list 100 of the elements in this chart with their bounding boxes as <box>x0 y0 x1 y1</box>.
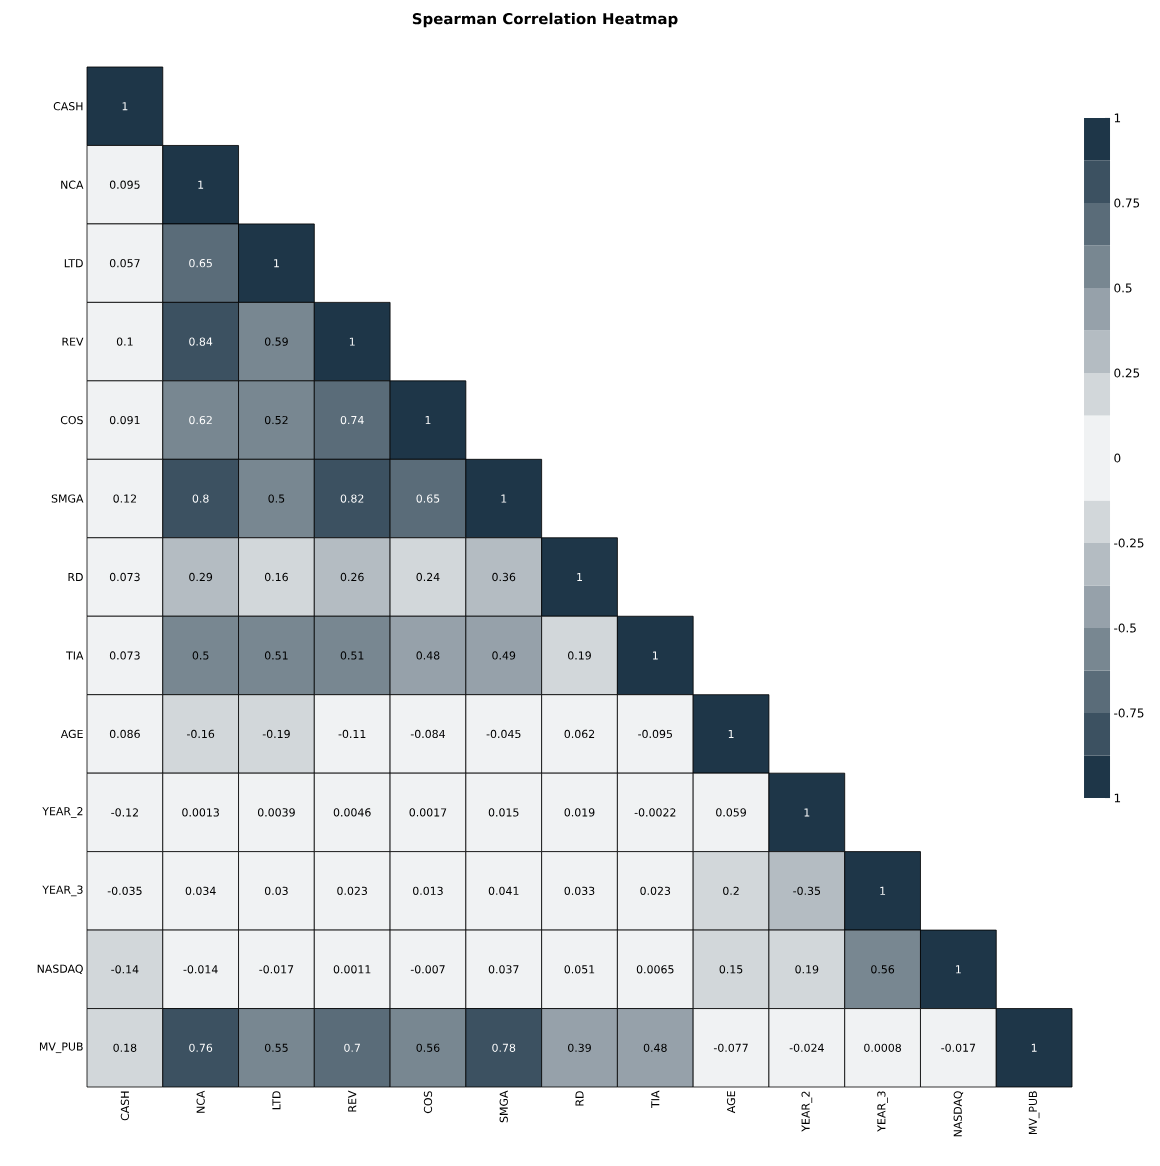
data-label: 0.24 <box>416 572 440 582</box>
data-label: 0.091 <box>109 415 140 425</box>
data-label: 0.48 <box>416 651 440 660</box>
data-label: -0.0022 <box>634 808 676 817</box>
data-label: 0.19 <box>568 651 591 660</box>
data-label: -0.017 <box>941 1043 976 1052</box>
y-tick-label: YEAR_3 <box>42 885 83 897</box>
data-label: 0.034 <box>185 886 216 895</box>
y-tick-label: RD <box>68 573 83 581</box>
data-label: 0.073 <box>109 651 140 660</box>
data-label: 1 <box>880 886 886 895</box>
x-tick-label: MV_PUB <box>1028 1091 1040 1135</box>
data-label: -0.024 <box>789 1043 824 1052</box>
y-tick-label: YEAR_2 <box>42 807 83 818</box>
color-bar-label: 0.5 <box>1114 283 1132 293</box>
data-label: 0.55 <box>264 1043 288 1052</box>
data-label: -0.095 <box>638 729 672 739</box>
data-label: 0.74 <box>340 415 364 425</box>
data-label: -0.11 <box>338 729 366 739</box>
data-label: 0.03 <box>264 886 288 895</box>
data-label: 0.7 <box>344 1043 360 1052</box>
data-label: 0.29 <box>189 572 213 582</box>
data-label: 1 <box>274 259 279 268</box>
data-label: 1 <box>198 180 204 189</box>
x-tick-label: RD <box>575 1091 584 1106</box>
x-tick-label: TIA <box>651 1090 660 1108</box>
y-tick-label: TIA <box>66 651 84 660</box>
x-tick-label: AGE <box>726 1091 736 1114</box>
color-bar-label: 0 <box>1114 453 1121 463</box>
data-label: 1 <box>122 102 128 111</box>
data-label: 0.15 <box>719 965 743 974</box>
color-bar-label: 1 <box>1114 793 1121 803</box>
data-label: 0.59 <box>264 337 288 346</box>
data-label: 0.48 <box>643 1043 667 1052</box>
data-label: 0.059 <box>716 808 746 817</box>
color-bar-label: -0.25 <box>1114 538 1144 548</box>
data-label: 0.2 <box>723 886 739 895</box>
data-label: 0.0013 <box>182 808 219 817</box>
data-label: 0.086 <box>109 729 140 739</box>
data-label: 0.52 <box>264 415 288 425</box>
data-label: 0.49 <box>492 651 516 660</box>
y-tick-label: SMGA <box>51 494 84 503</box>
data-label: 0.1 <box>116 337 133 346</box>
data-label: -0.12 <box>111 808 138 817</box>
data-label: 1 <box>728 729 734 738</box>
data-label: -0.084 <box>410 729 446 739</box>
y-tick-label: NASDAQ <box>37 964 83 975</box>
data-label: -0.035 <box>107 886 142 895</box>
data-label: 0.0046 <box>333 808 371 817</box>
y-tick-label: COS <box>60 415 83 425</box>
data-label: 0.019 <box>564 808 595 817</box>
data-label: 0.0011 <box>333 965 371 974</box>
data-label: 0.0017 <box>409 808 447 817</box>
color-bar-label: 1 <box>1114 113 1121 123</box>
color-bar-label: -0.5 <box>1114 623 1136 633</box>
data-label: 0.095 <box>109 180 140 189</box>
data-label: 0.51 <box>264 651 288 660</box>
data-label: -0.35 <box>793 886 821 895</box>
x-tick-label: COS <box>423 1091 433 1114</box>
data-label: 0.023 <box>640 886 671 895</box>
data-label: 1 <box>653 651 658 660</box>
y-tick-label: CASH <box>53 102 83 111</box>
x-tick-label: YEAR_2 <box>801 1091 813 1132</box>
data-label: 0.19 <box>795 965 819 974</box>
data-label: 0.39 <box>568 1043 591 1052</box>
data-label: 1 <box>804 808 810 817</box>
x-tick-label: YEAR_3 <box>877 1091 888 1132</box>
color-bar-label: 0.75 <box>1114 198 1140 208</box>
x-tick-label: NASDAQ <box>953 1091 964 1137</box>
data-label: -0.077 <box>713 1043 748 1052</box>
data-label: 0.5 <box>268 494 285 503</box>
data-label: 0.057 <box>109 259 140 268</box>
data-label: 0.062 <box>564 729 595 739</box>
data-label: 0.5 <box>192 651 209 660</box>
data-label: 0.65 <box>416 494 440 503</box>
data-label: 0.023 <box>337 886 367 895</box>
data-label: 1 <box>501 494 507 503</box>
data-label: 0.18 <box>113 1043 137 1052</box>
data-label: 0.12 <box>113 494 136 503</box>
color-bar-label: -0.75 <box>1114 708 1144 718</box>
data-label: 0.62 <box>189 415 212 425</box>
data-label: 0.76 <box>189 1043 213 1052</box>
y-tick-label: NCA <box>61 180 84 189</box>
data-label: 0.073 <box>109 572 140 582</box>
data-label: 0.56 <box>871 965 895 974</box>
data-label: -0.017 <box>259 965 294 974</box>
data-label: 1 <box>1031 1043 1037 1052</box>
data-label: 0.015 <box>488 808 519 817</box>
y-tick-label: MV_PUB <box>39 1042 83 1054</box>
data-label: 0.037 <box>488 965 519 974</box>
data-label: 0.8 <box>192 494 209 503</box>
data-label: 0.0039 <box>257 808 295 817</box>
data-label: 0.78 <box>492 1043 516 1052</box>
data-label: 1 <box>349 337 355 346</box>
data-label: 0.65 <box>189 259 212 268</box>
data-label: -0.19 <box>262 729 290 739</box>
data-label: 0.16 <box>264 572 288 582</box>
x-tick-label: CASH <box>120 1091 130 1121</box>
x-tick-label: REV <box>348 1090 357 1112</box>
data-label: -0.014 <box>183 965 218 974</box>
